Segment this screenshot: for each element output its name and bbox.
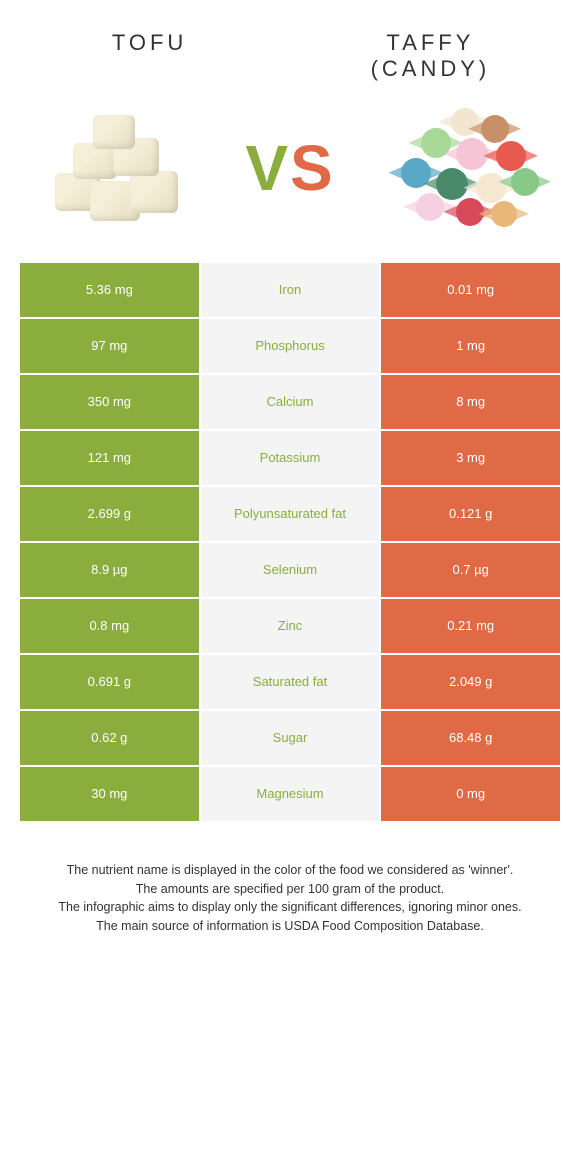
- footnote-line: The nutrient name is displayed in the co…: [30, 861, 550, 880]
- vs-v: V: [245, 132, 290, 204]
- footnote-line: The main source of information is USDA F…: [30, 917, 550, 936]
- footnote-line: The amounts are specified per 100 gram o…: [30, 880, 550, 899]
- left-food-title: Tofu: [20, 20, 279, 56]
- nutrient-label: Calcium: [201, 375, 380, 429]
- value-left: 8.9 µg: [20, 543, 199, 597]
- nutrient-row: 97 mgPhosphorus1 mg: [20, 319, 560, 373]
- value-left: 30 mg: [20, 767, 199, 821]
- nutrient-label: Polyunsaturated fat: [201, 487, 380, 541]
- vs-s: S: [290, 132, 335, 204]
- footnote-line: The infographic aims to display only the…: [30, 898, 550, 917]
- header: Tofu Taffy (candy): [20, 20, 560, 83]
- value-left: 97 mg: [20, 319, 199, 373]
- taffy-piece: [481, 115, 509, 143]
- nutrient-row: 0.62 gSugar68.48 g: [20, 711, 560, 765]
- nutrient-label: Iron: [201, 263, 380, 317]
- tofu-cube: [93, 115, 135, 149]
- nutrient-row: 2.699 gPolyunsaturated fat0.121 g: [20, 487, 560, 541]
- nutrient-label: Saturated fat: [201, 655, 380, 709]
- value-right: 8 mg: [381, 375, 560, 429]
- nutrient-label: Selenium: [201, 543, 380, 597]
- value-left: 0.691 g: [20, 655, 199, 709]
- value-right: 68.48 g: [381, 711, 560, 765]
- nutrient-row: 0.691 gSaturated fat2.049 g: [20, 655, 560, 709]
- nutrient-table: 5.36 mgIron0.01 mg97 mgPhosphorus1 mg350…: [20, 263, 560, 821]
- value-left: 0.8 mg: [20, 599, 199, 653]
- taffy-piece: [451, 108, 479, 136]
- taffy-piece: [511, 168, 539, 196]
- right-title-line1: Taffy: [386, 30, 474, 55]
- right-food-title: Taffy (candy): [301, 20, 560, 83]
- value-right: 3 mg: [381, 431, 560, 485]
- taffy-piece: [436, 168, 468, 200]
- taffy-piece: [476, 173, 506, 203]
- value-right: 0.21 mg: [381, 599, 560, 653]
- value-right: 0.121 g: [381, 487, 560, 541]
- nutrient-row: 5.36 mgIron0.01 mg: [20, 263, 560, 317]
- nutrient-label: Zinc: [201, 599, 380, 653]
- taffy-piece: [491, 201, 517, 227]
- nutrient-label: Magnesium: [201, 767, 380, 821]
- tofu-image: [20, 98, 209, 238]
- nutrient-row: 350 mgCalcium8 mg: [20, 375, 560, 429]
- nutrient-row: 30 mgMagnesium0 mg: [20, 767, 560, 821]
- nutrient-row: 0.8 mgZinc0.21 mg: [20, 599, 560, 653]
- value-right: 0.01 mg: [381, 263, 560, 317]
- taffy-piece: [456, 138, 488, 170]
- value-right: 0 mg: [381, 767, 560, 821]
- vs-label: VS: [245, 131, 334, 205]
- nutrient-row: 121 mgPotassium3 mg: [20, 431, 560, 485]
- taffy-image: [371, 98, 560, 238]
- value-left: 5.36 mg: [20, 263, 199, 317]
- footnotes: The nutrient name is displayed in the co…: [20, 861, 560, 936]
- value-left: 121 mg: [20, 431, 199, 485]
- right-title-line2: (candy): [371, 56, 491, 81]
- value-right: 2.049 g: [381, 655, 560, 709]
- images-row: VS: [20, 93, 560, 243]
- taffy-piece: [416, 193, 444, 221]
- taffy-piece: [456, 198, 484, 226]
- value-right: 1 mg: [381, 319, 560, 373]
- value-left: 2.699 g: [20, 487, 199, 541]
- nutrient-label: Sugar: [201, 711, 380, 765]
- nutrient-label: Potassium: [201, 431, 380, 485]
- tofu-cube: [130, 171, 178, 213]
- nutrient-row: 8.9 µgSelenium0.7 µg: [20, 543, 560, 597]
- taffy-piece: [496, 141, 526, 171]
- nutrient-label: Phosphorus: [201, 319, 380, 373]
- value-left: 0.62 g: [20, 711, 199, 765]
- value-right: 0.7 µg: [381, 543, 560, 597]
- value-left: 350 mg: [20, 375, 199, 429]
